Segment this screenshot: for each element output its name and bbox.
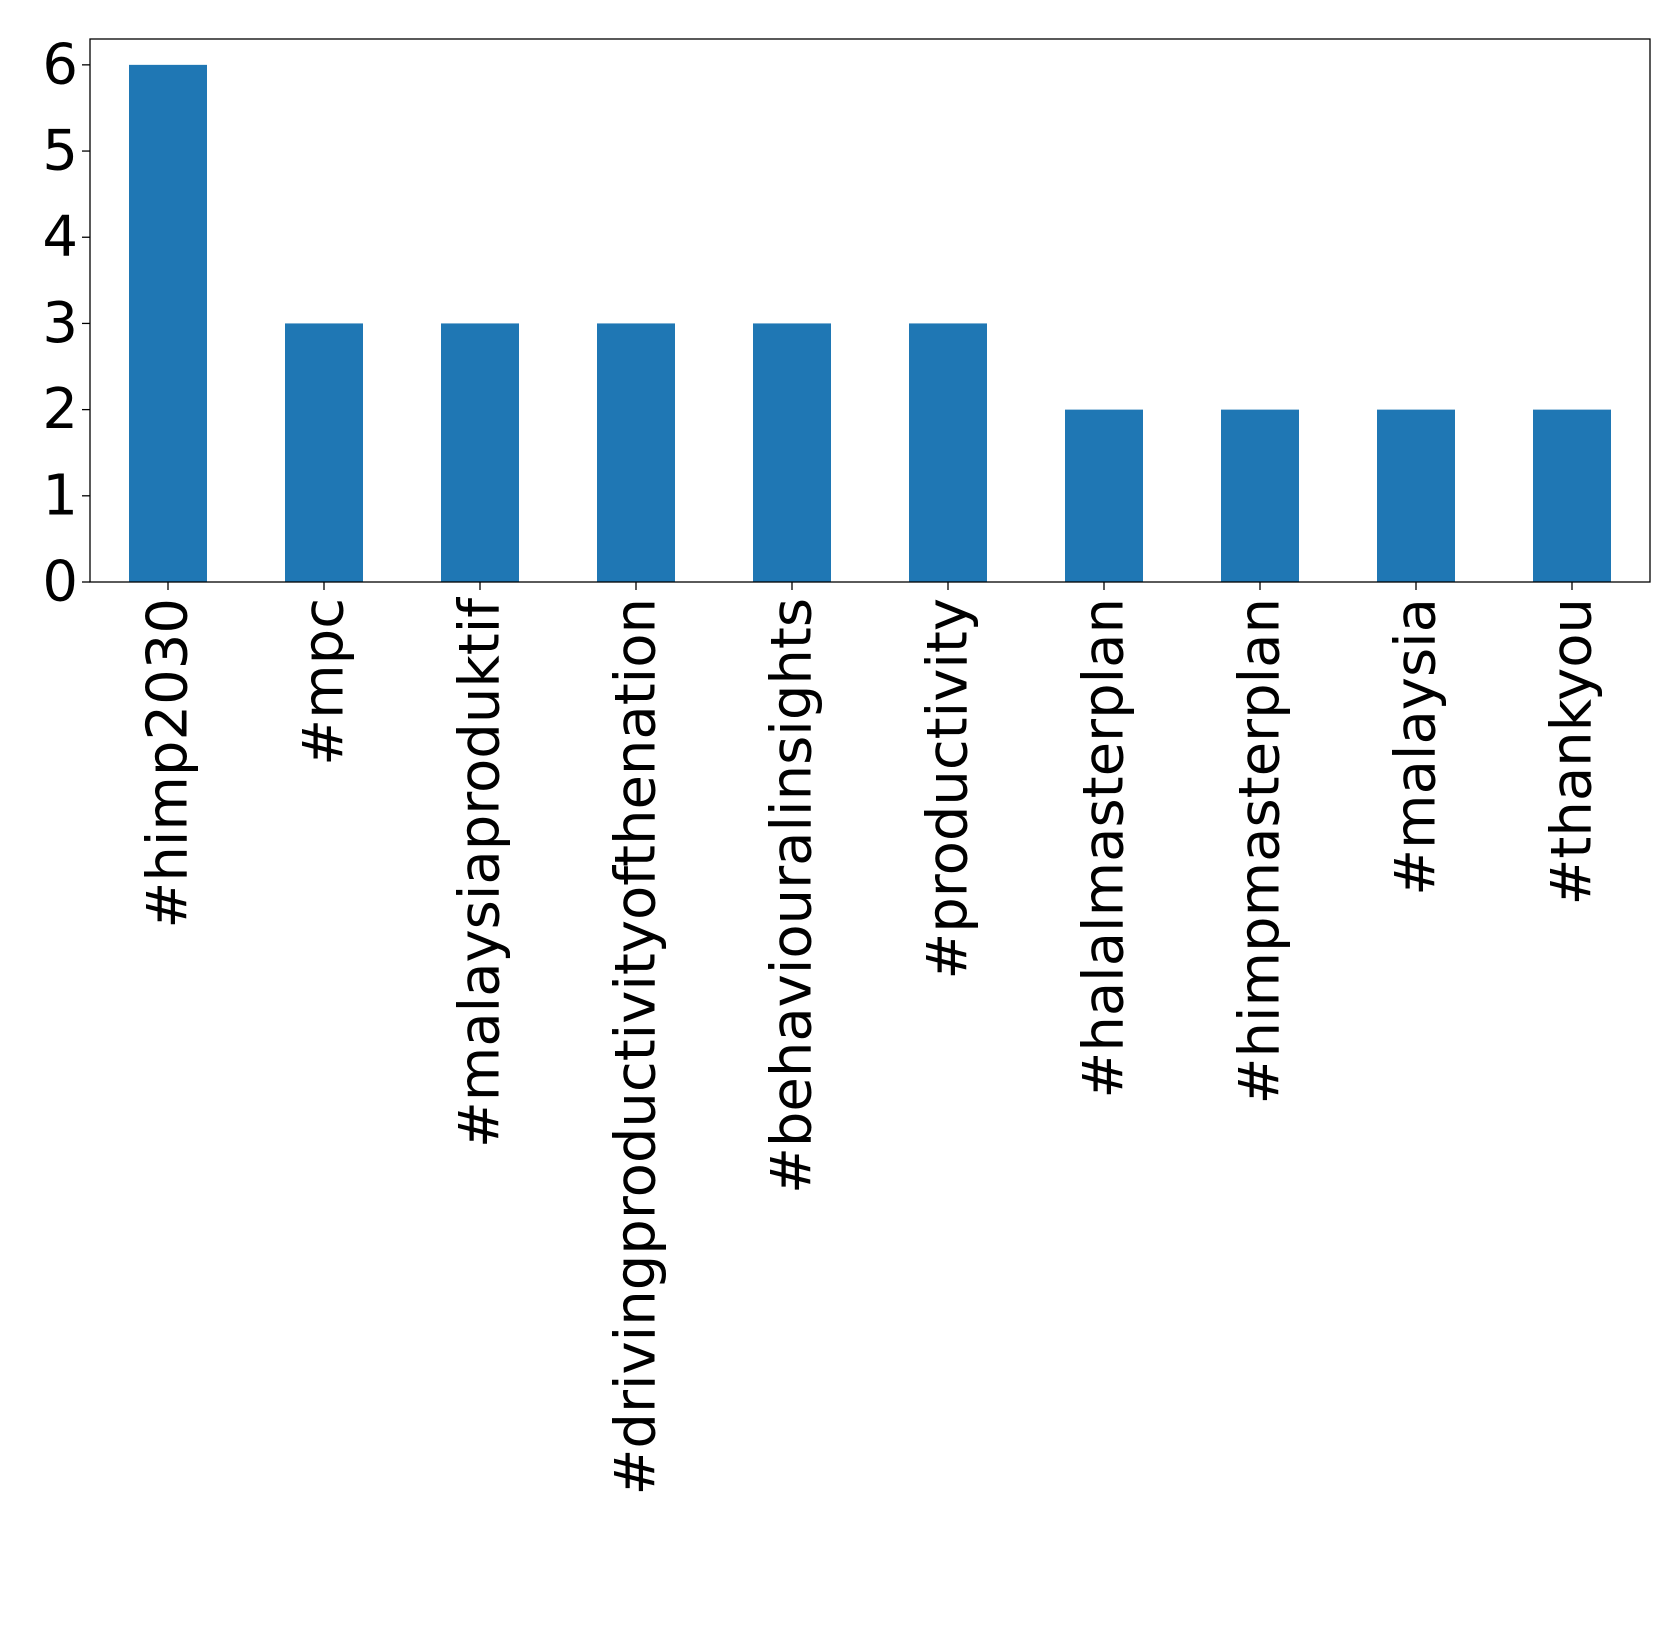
y-tick-label: 1 [42,463,78,528]
y-tick-label: 6 [42,32,78,97]
y-tick-label: 0 [42,550,78,615]
bars-layer [129,64,1611,583]
bar-himp2030 [129,64,207,583]
bar-productivity [909,323,987,582]
x-tick-label: #thankyou [1540,598,1605,906]
plot-frame [89,38,1651,583]
bar-malaysiaproduktif [441,323,519,582]
x-tick-label: #himp2030 [136,598,201,929]
bar-halalmasterplan [1065,409,1143,582]
x-tick-label: #malaysia [1384,598,1449,896]
x-tick-label: #malaysiaproduktif [448,597,513,1148]
y-axis: 0 1 2 3 4 5 6 [42,32,90,615]
x-tick-label: #himpmasterplan [1228,598,1293,1104]
y-tick-label: 2 [42,377,78,442]
x-tick-label: #behaviouralinsights [760,598,825,1194]
x-tick-label: #halalmasterplan [1072,598,1137,1099]
bar-mpc [285,323,363,582]
x-tick-label: #mpc [292,598,357,766]
y-tick-label: 4 [42,205,78,270]
bar-malaysia [1377,409,1455,582]
bar-drivingproductivityofthenation [597,323,675,582]
x-tick-label: #drivingproductivityofthenation [604,598,669,1496]
y-tick-label: 3 [42,291,78,356]
x-axis: #himp2030 #mpc #malaysiaproduktif #drivingp… [136,582,1605,1496]
y-tick-label: 5 [42,119,78,184]
x-tick-label: #productivity [916,598,981,980]
bar-himpmasterplan [1221,409,1299,582]
bar-behaviouralinsights [753,323,831,582]
bar-thankyou [1533,409,1611,582]
